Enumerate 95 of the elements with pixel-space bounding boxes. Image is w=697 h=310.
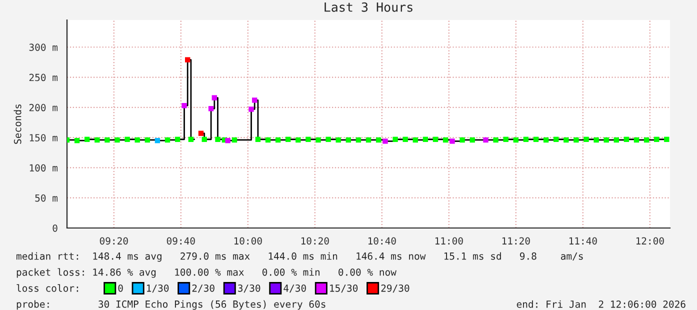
y-tick-label: 100 m [30,164,58,172]
x-tick-label: 10:20 [301,237,329,245]
point [198,130,204,136]
y-tick-label: 250 m [29,74,58,82]
text: packet loss: 14.86 % avg 100.00 % max 0.00 % min 0.00 % now [16,268,396,278]
point [174,136,180,142]
point [442,137,448,143]
point [392,136,398,142]
point [376,137,382,143]
point [366,137,372,143]
point [275,137,281,143]
point [252,98,258,103]
point [470,137,475,143]
point [346,137,351,143]
y-tick-label: 300 m [29,44,58,51]
point [154,138,160,144]
point [144,137,150,143]
x-tick-label: 11:20 [502,237,530,245]
y-axis-title: Seconds [14,104,22,144]
point [215,136,220,142]
point [533,136,539,142]
legend-label: 29/30 [381,284,410,293]
x-tick-label: 10:00 [234,237,262,245]
point [664,136,670,142]
point [432,136,438,142]
point [84,136,90,142]
point [564,137,569,143]
legend-label: 4/30 [284,284,306,293]
y-tick-label: 150 m [30,134,58,142]
point [503,136,508,142]
point [212,95,217,100]
text: median rtt: 148.4 ms avg 279.0 ms max 144.0 ms min 146.4 ms now 15.1 ms sd 9.8 am/s [16,252,583,262]
point [286,136,291,142]
point [604,137,609,143]
point [248,106,254,112]
point [483,137,488,143]
point [543,137,549,143]
point [654,136,660,142]
text: end: Fri Jan 2 12:06:00 2026 [516,300,686,308]
point [523,136,529,142]
point [232,137,238,143]
point [188,136,194,142]
point [94,137,100,143]
point [493,137,498,143]
point [185,57,190,62]
legend-label: 0 [118,284,123,292]
y-tick-label: 50 m [35,194,58,202]
point [584,136,589,142]
x-tick-label: 12:00 [636,237,664,245]
point [296,137,301,143]
point [326,136,331,142]
point [74,138,80,144]
point [402,136,408,142]
point [316,137,321,143]
point [554,136,559,142]
point [356,137,362,143]
legend-label: 2/30 [192,284,214,293]
point [574,137,579,143]
point [104,137,110,143]
point [460,137,465,143]
point [225,138,230,144]
point [202,136,207,142]
point [382,138,388,144]
legend-label: 15/30 [330,284,358,293]
point [614,137,619,143]
point [513,137,518,143]
point [265,137,271,143]
legend-label: 3/30 [238,284,260,293]
point [422,136,428,142]
point [134,137,140,143]
legend-title: loss color: [16,284,78,292]
x-tick-label: 10:40 [368,237,396,245]
chart-title: Last 3 Hours [324,2,412,12]
point [624,136,630,142]
point [594,137,599,143]
legend-label: 1/30 [147,284,169,293]
text: probe: 30 ICMP Echo Pings (56 Bytes) every 60s [16,300,326,310]
point [412,137,418,143]
x-tick-label: 11:00 [435,237,463,245]
y-tick-label: 0 [52,224,58,232]
x-tick-label: 09:20 [100,237,128,245]
point [450,138,455,144]
x-tick-label: 11:40 [569,237,597,245]
y-tick-label: 200 m [29,104,58,112]
point [182,103,187,108]
point [164,137,170,143]
point [634,137,640,143]
x-tick-label: 09:40 [166,237,195,245]
point [306,136,311,142]
point [208,106,214,112]
point [644,137,650,143]
point [336,137,341,143]
point [124,136,130,142]
point [255,136,261,142]
point [114,137,120,143]
